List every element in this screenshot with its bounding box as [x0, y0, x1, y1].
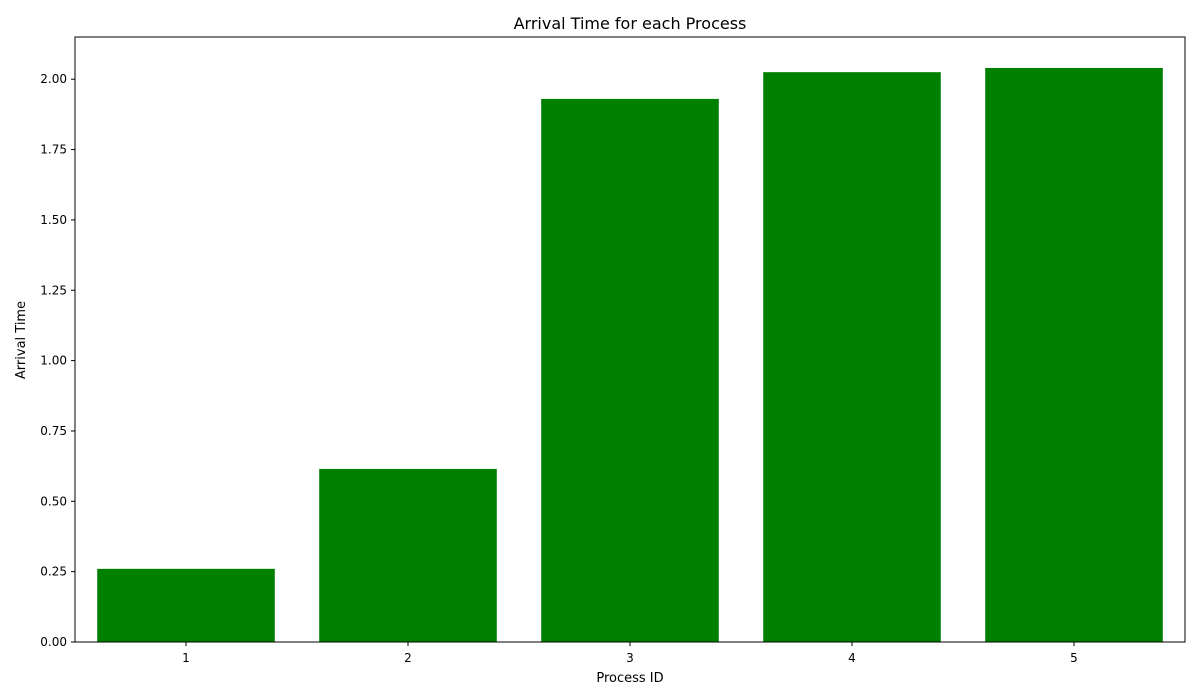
y-tick-label: 0.25 — [40, 565, 67, 579]
bar-3 — [541, 98, 719, 642]
chart-title: Arrival Time for each Process — [514, 14, 747, 33]
y-tick-label: 1.75 — [40, 143, 67, 157]
y-ticks-layer: 0.00 0.25 0.50 0.75 1.00 1.25 1.50 1.75 2.00 — [40, 72, 75, 649]
x-tick-label-1: 1 — [182, 651, 190, 665]
y-axis-label: Arrival Time — [14, 301, 29, 379]
bars-layer — [97, 67, 1163, 642]
bar-4 — [763, 72, 941, 642]
y-tick-label: 0.50 — [40, 494, 67, 508]
plot-frame — [74, 36, 1186, 643]
bar-5 — [985, 67, 1163, 642]
y-tick-label: 1.50 — [40, 213, 67, 227]
x-axis-label: Process ID — [596, 671, 663, 686]
y-tick-label: 1.25 — [40, 283, 67, 297]
bar-1 — [97, 568, 275, 642]
bar-2 — [319, 468, 497, 642]
y-tick-label: 0.75 — [40, 424, 67, 438]
x-tick-label-4: 4 — [848, 651, 856, 665]
x-tick-label-3: 3 — [626, 651, 634, 665]
y-tick-label: 0.00 — [40, 635, 67, 649]
y-tick-label: 2.00 — [40, 72, 67, 86]
x-ticks-layer: 1 2 3 4 5 — [182, 642, 1078, 665]
y-tick-label: 1.00 — [40, 354, 67, 368]
x-tick-label-2: 2 — [404, 651, 412, 665]
x-tick-label-5: 5 — [1070, 651, 1078, 665]
